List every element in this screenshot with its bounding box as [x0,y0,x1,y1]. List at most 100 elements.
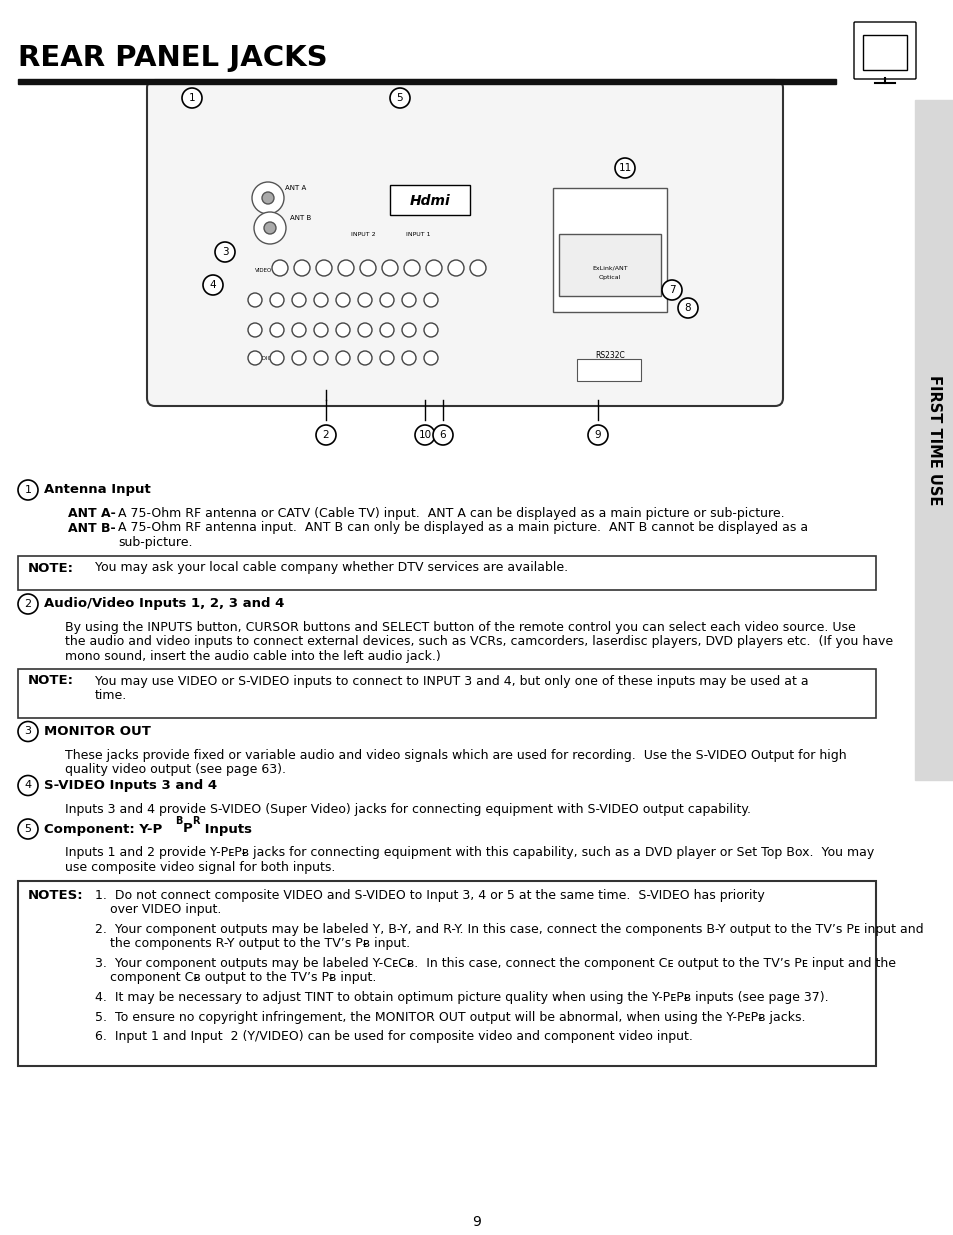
Text: 10: 10 [418,430,431,440]
Text: 1: 1 [25,485,31,495]
Text: INPUT 2: INPUT 2 [351,232,375,237]
FancyBboxPatch shape [577,359,640,382]
Circle shape [314,293,328,308]
Circle shape [357,351,372,366]
Text: the audio and video inputs to connect external devices, such as VCRs, camcorders: the audio and video inputs to connect ex… [65,636,892,648]
Circle shape [248,324,262,337]
Text: 4: 4 [210,280,216,290]
Circle shape [379,351,394,366]
Circle shape [314,324,328,337]
Text: S-VIDEO Inputs 3 and 4: S-VIDEO Inputs 3 and 4 [44,779,217,792]
Bar [914,100,953,781]
Circle shape [18,480,38,500]
Circle shape [423,293,437,308]
FancyBboxPatch shape [553,188,666,312]
Text: mono sound, insert the audio cable into the left audio jack.): mono sound, insert the audio cable into … [65,650,440,663]
Text: 9: 9 [594,430,600,440]
Circle shape [357,324,372,337]
Circle shape [315,425,335,445]
Text: 6: 6 [439,430,446,440]
Circle shape [379,293,394,308]
Text: You may use VIDEO or S-VIDEO inputs to connect to INPUT 3 and 4, but only one of: You may use VIDEO or S-VIDEO inputs to c… [95,674,808,688]
Text: Inputs 1 and 2 provide Y-PᴇPᴃ jacks for connecting equipment with this capabilit: Inputs 1 and 2 provide Y-PᴇPᴃ jacks for … [65,846,873,860]
Text: 5.  To ensure no copyright infringement, the MONITOR OUT output will be abnormal: 5. To ensure no copyright infringement, … [95,1010,804,1024]
Circle shape [415,425,435,445]
Circle shape [270,324,284,337]
Bar [18,79,835,84]
Text: 1.  Do not connect composite VIDEO and S-VIDEO to Input 3, 4 or 5 at the same ti: 1. Do not connect composite VIDEO and S-… [95,889,764,902]
Circle shape [335,293,350,308]
Circle shape [18,776,38,795]
Text: Component: Y-P: Component: Y-P [44,823,162,836]
Circle shape [248,293,262,308]
Circle shape [252,182,284,214]
Text: over VIDEO input.: over VIDEO input. [110,904,221,916]
Text: 8: 8 [684,303,691,312]
Text: 2: 2 [322,430,329,440]
Text: These jacks provide fixed or variable audio and video signals which are used for: These jacks provide fixed or variable au… [65,748,845,762]
Text: A 75-Ohm RF antenna input.  ANT B can only be displayed as a main picture.  ANT : A 75-Ohm RF antenna input. ANT B can onl… [118,521,807,535]
Text: 3: 3 [221,247,228,257]
Circle shape [661,280,681,300]
Text: MONITOR OUT: MONITOR OUT [44,725,151,739]
Bar [390,185,470,215]
Text: REAR PANEL JACKS: REAR PANEL JACKS [18,44,327,72]
Circle shape [292,351,306,366]
Text: 6.  Input 1 and Input  2 (Y/VIDEO) can be used for composite video and component: 6. Input 1 and Input 2 (Y/VIDEO) can be … [95,1030,692,1044]
FancyBboxPatch shape [862,35,906,70]
Text: Inputs: Inputs [200,823,252,836]
Text: time.: time. [95,689,127,701]
Text: ANT A: ANT A [285,185,306,191]
Circle shape [401,351,416,366]
Text: 5: 5 [396,93,403,103]
Text: ANT B: ANT B [290,215,311,221]
Circle shape [379,324,394,337]
Circle shape [294,261,310,275]
Circle shape [423,351,437,366]
Text: quality video output (see page 63).: quality video output (see page 63). [65,763,286,776]
Circle shape [203,275,223,295]
Circle shape [292,324,306,337]
Circle shape [381,261,397,275]
Circle shape [423,324,437,337]
Circle shape [448,261,463,275]
Bar [18,556,875,590]
Circle shape [337,261,354,275]
Text: 5: 5 [25,824,31,834]
Circle shape [335,351,350,366]
Circle shape [272,261,288,275]
Text: ANT B-: ANT B- [68,521,115,535]
Text: P: P [183,823,193,836]
Text: the components R-Y output to the TV’s Pᴃ input.: the components R-Y output to the TV’s Pᴃ… [110,937,410,951]
Circle shape [678,298,698,317]
FancyBboxPatch shape [558,233,660,296]
Text: Antenna Input: Antenna Input [44,483,151,496]
Circle shape [357,293,372,308]
Text: sub-picture.: sub-picture. [118,536,193,550]
Circle shape [214,242,234,262]
Text: 11: 11 [618,163,631,173]
Text: NOTE:: NOTE: [28,674,74,688]
Circle shape [426,261,441,275]
Circle shape [470,261,485,275]
Text: ANT A-: ANT A- [68,508,115,520]
Circle shape [292,293,306,308]
Circle shape [270,351,284,366]
Circle shape [262,191,274,204]
Text: component Cᴃ output to the TV’s Pᴃ input.: component Cᴃ output to the TV’s Pᴃ input… [110,972,376,984]
Circle shape [587,425,607,445]
Text: 9: 9 [472,1215,481,1229]
Text: FIRST TIME USE: FIRST TIME USE [926,374,941,505]
Text: Hdmi: Hdmi [409,194,450,207]
Text: R: R [192,816,199,826]
Circle shape [270,293,284,308]
Text: Optical: Optical [598,275,620,280]
Text: INPUT 1: INPUT 1 [405,232,430,237]
Text: AUDIO: AUDIO [254,356,273,361]
Text: 3.  Your component outputs may be labeled Y-CᴇCᴃ.  In this case, connect the com: 3. Your component outputs may be labeled… [95,957,895,969]
Bar [18,881,875,1066]
Circle shape [615,158,635,178]
Circle shape [253,212,286,245]
Text: You may ask your local cable company whether DTV services are available.: You may ask your local cable company whe… [95,562,568,574]
Bar [18,668,875,718]
